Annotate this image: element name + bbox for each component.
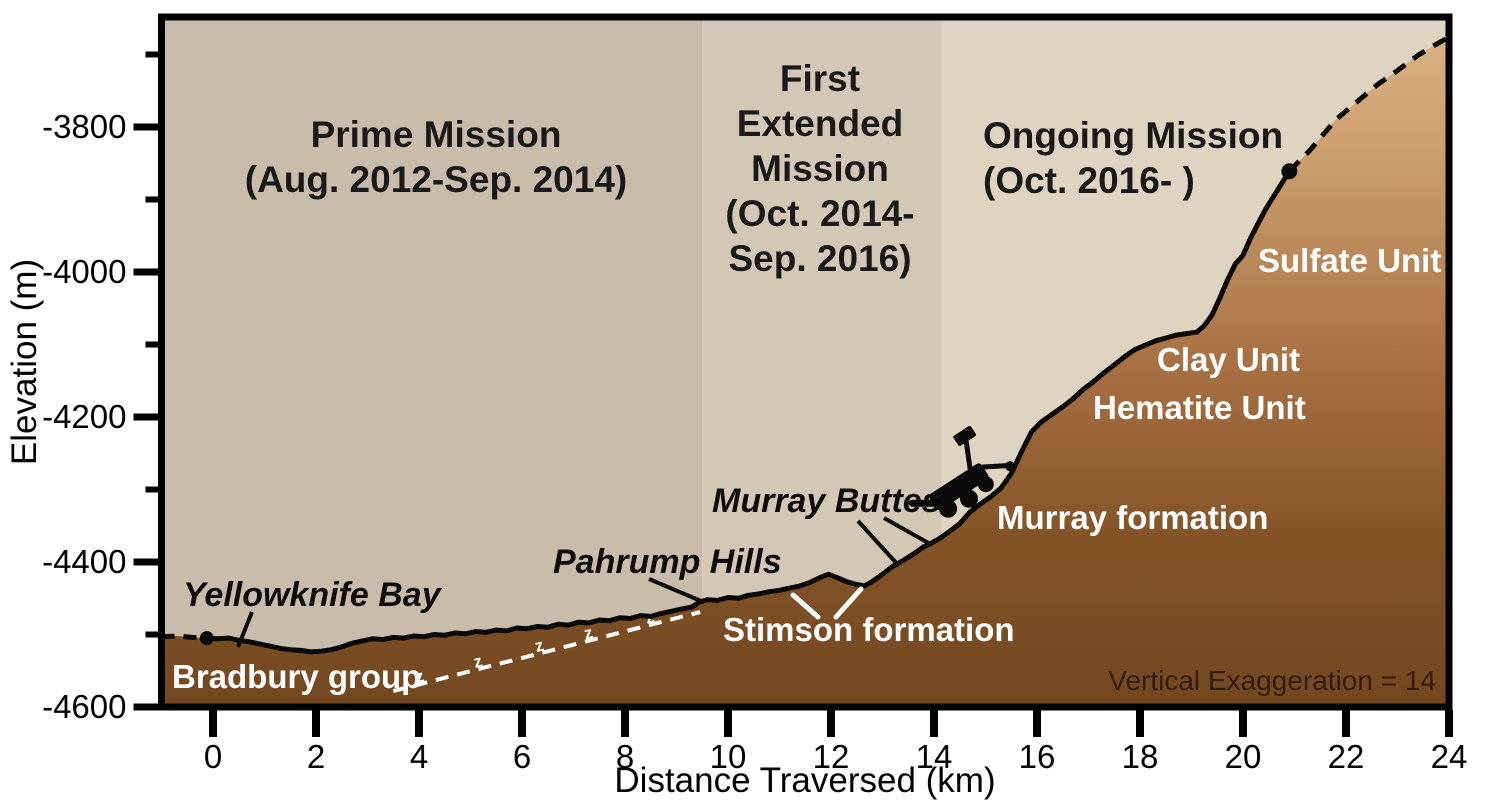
y-tick-label: -4200 <box>42 398 126 435</box>
x-tick-label: 20 <box>1225 738 1262 775</box>
upper-profile-point-marker <box>1281 163 1298 180</box>
x-tick-label: 0 <box>204 738 222 775</box>
x-tick-label: 6 <box>513 738 531 775</box>
y-axis-title: Elevation (m) <box>5 259 44 465</box>
rover-arm-turret <box>1004 461 1015 472</box>
y-tick-label: -3800 <box>42 108 126 145</box>
curiosity-rover-icon <box>908 425 1015 518</box>
stimson-formation-label-leader <box>833 586 864 620</box>
y-tick-label: -4600 <box>42 688 126 725</box>
murray-buttes-label-leader <box>883 516 933 547</box>
first-extended-mission-label: First Extended Mission (Oct. 2014-Sep. 2016… <box>725 58 914 279</box>
traverse-profile <box>161 34 1451 655</box>
terrain-area <box>161 37 1449 708</box>
mission-band-prime-mission <box>161 17 703 707</box>
rover-rtg <box>908 499 937 507</box>
murray-buttes-label: Murray Buttes <box>712 482 941 520</box>
pahrump-hills-label: Pahrump Hills <box>553 543 782 581</box>
x-tick-label: 24 <box>1431 738 1468 775</box>
vertical-exaggeration-note: Vertical Exaggeration = 14 <box>1108 665 1436 696</box>
bradbury-group-label: Bradbury group <box>172 658 421 695</box>
stimson-formation-label: Stimson formation <box>723 611 1015 648</box>
x-tick-label: 10 <box>710 738 747 775</box>
yellowknife-bay-label-leader <box>236 611 254 648</box>
rover-mast <box>963 440 973 470</box>
x-tick-label: 22 <box>1328 738 1365 775</box>
rover-arm <box>980 463 1010 470</box>
profile-solid-line <box>206 169 1292 655</box>
stimson-contact-dashed-line <box>392 610 701 693</box>
x-tick-label: 4 <box>410 738 428 775</box>
terrain-fill <box>161 37 1449 708</box>
x-tick-label: 18 <box>1122 738 1159 775</box>
profile-point-markers <box>199 163 1298 646</box>
rover-body <box>929 463 989 511</box>
murray-buttes-label-leader <box>856 519 901 568</box>
plot-frame <box>158 13 1453 711</box>
y-tick-label: -4400 <box>42 543 126 580</box>
x-tick-label: 12 <box>813 738 850 775</box>
profile-dashed-end <box>1287 34 1451 173</box>
annotation-leader-lines <box>236 516 933 648</box>
x-axis-title: Distance Traversed (km) <box>614 761 995 800</box>
ongoing-mission-label: Ongoing Mission (Oct. 2016- ) <box>983 115 1283 201</box>
x-tick-label: 16 <box>1019 738 1056 775</box>
murray-formation-label: Murray formation <box>997 499 1268 536</box>
profile-dashed-start <box>161 633 207 641</box>
y-tick-label: -4000 <box>42 253 126 290</box>
rover-mast-head <box>953 425 976 446</box>
x-tick-label: 2 <box>307 738 325 775</box>
sulfate-unit-label: Sulfate Unit <box>1258 242 1441 279</box>
x-tick-label: 8 <box>616 738 634 775</box>
landing-point-marker <box>199 631 214 646</box>
hematite-unit-label: Hematite Unit <box>1093 389 1306 426</box>
x-tick-label: 14 <box>916 738 953 775</box>
stimson-formation-label-leader <box>790 592 821 620</box>
pahrump-hills-label-leader <box>648 577 702 603</box>
yellowknife-bay-label: Yellowknife Bay <box>183 576 443 614</box>
clay-unit-label: Clay Unit <box>1157 341 1300 378</box>
prime-mission-label: Prime Mission (Aug. 2012-Sep. 2014) <box>245 114 627 200</box>
annotations: Prime Mission (Aug. 2012-Sep. 2014) First E… <box>172 58 1441 696</box>
